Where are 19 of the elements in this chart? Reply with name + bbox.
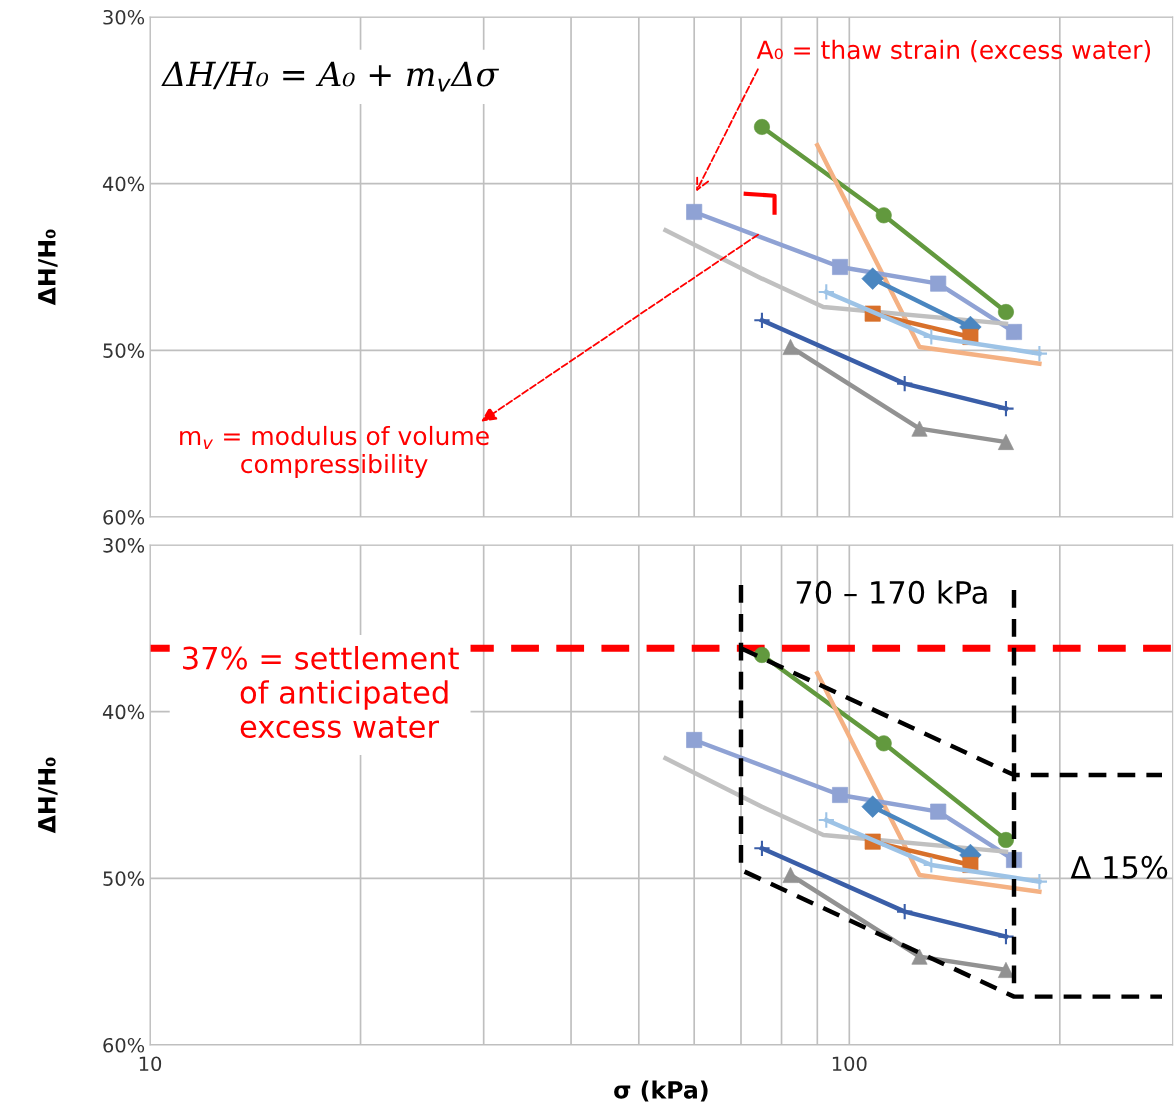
y-tick-label: 30% bbox=[103, 537, 145, 553]
annotation: Δ 15% bbox=[1070, 855, 1168, 879]
x-axis-title: σ (kPa) bbox=[614, 1080, 708, 1102]
y-axis-title: ΔH/H₀ bbox=[38, 229, 58, 306]
annotation: A₀ = thaw strain (excess water) bbox=[756, 39, 1151, 63]
y-tick-label: 50% bbox=[103, 343, 145, 358]
annotation: 70 – 170 kPa bbox=[796, 580, 987, 604]
y-tick-label: 40% bbox=[102, 704, 145, 720]
y-axis-title: ΔH/H₀ bbox=[38, 757, 58, 834]
y-tick-label: 60% bbox=[103, 1037, 145, 1053]
y-tick-label: 40% bbox=[102, 176, 145, 192]
y-tick-label: 30% bbox=[103, 9, 145, 25]
x-tick-label: 100 bbox=[832, 1056, 867, 1072]
x-tick-label: 10 bbox=[139, 1056, 162, 1072]
annotation: ΔH/H₀ = A₀ + m$_{v}$Δσ bbox=[161, 61, 500, 92]
y-tick-label: 50% bbox=[103, 871, 145, 886]
y-tick-label: 60% bbox=[103, 509, 145, 525]
annotation: 37% = settlement of anticipated excess water bbox=[183, 646, 459, 739]
annotation: m$_{v}$ = modulus of volume compressibility bbox=[180, 425, 489, 479]
